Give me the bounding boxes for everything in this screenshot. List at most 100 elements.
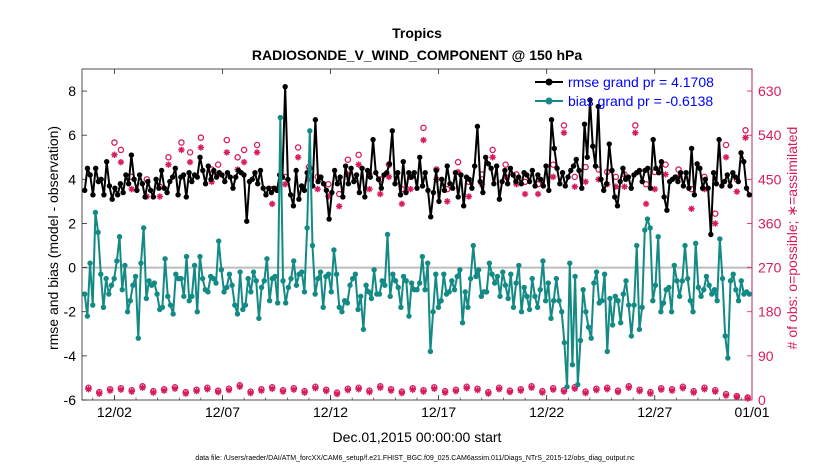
obs-assimilated-marker (366, 185, 373, 193)
bias-point (550, 298, 557, 304)
rmse-point (513, 178, 519, 185)
rmse-point (128, 152, 135, 158)
bias-point (516, 262, 522, 269)
rmse-point (474, 123, 481, 130)
star-stroke (355, 161, 362, 168)
star-stroke (161, 387, 167, 394)
obs-assimilated-marker (294, 154, 302, 161)
bias-point (291, 258, 297, 264)
rmse-point (452, 170, 459, 176)
rmse-point (200, 167, 206, 174)
obs-assimilated-marker (355, 386, 362, 393)
rmse-point (205, 163, 211, 169)
rmse-point (117, 181, 124, 187)
obs-assimilated-marker (632, 129, 639, 136)
obs-assimilated-marker (539, 389, 546, 396)
bias-point (248, 289, 254, 295)
bias-point (224, 284, 230, 291)
bias-point (173, 271, 179, 277)
bias-point (122, 262, 128, 269)
rmse-point (741, 158, 747, 165)
bias-point (545, 280, 552, 286)
obs-possible-marker (502, 161, 509, 168)
rmse-point (480, 189, 486, 196)
obs-assimilated-marker (465, 193, 473, 200)
obs-assimilated-marker (722, 154, 730, 161)
obs-assimilated-marker (387, 387, 395, 394)
y-right-tick-label: 450 (758, 171, 782, 187)
rmse-point (353, 172, 360, 178)
bias-point (285, 284, 292, 291)
star-stroke (723, 154, 729, 161)
rmse-point (403, 189, 409, 196)
bias-point (722, 333, 728, 339)
bias-point (462, 289, 468, 295)
bias-point (620, 291, 627, 297)
rmse-point (123, 172, 129, 178)
rmse-point (233, 174, 239, 180)
star-stroke (561, 388, 567, 395)
obs-possible-marker (186, 149, 194, 156)
rmse-point (612, 194, 618, 200)
bias-point (312, 291, 318, 297)
bias-point (95, 229, 101, 235)
bias-point (264, 256, 270, 262)
rmse-point (554, 165, 560, 171)
bias-point (451, 286, 458, 293)
rmse-point (499, 178, 505, 185)
obs-possible-marker (234, 154, 241, 161)
rmse-point (543, 163, 549, 169)
rmse-point (386, 161, 393, 167)
star-stroke (312, 385, 319, 391)
obs-possible-marker (662, 161, 669, 168)
star-stroke (165, 161, 172, 168)
star-stroke (150, 389, 157, 396)
star-stroke (550, 174, 556, 180)
y-tick-label: -6 (64, 392, 77, 408)
star-stroke (187, 159, 193, 165)
rmse-point (362, 194, 368, 200)
star-stroke (377, 191, 383, 197)
star-stroke (604, 386, 610, 392)
star-stroke (85, 386, 92, 392)
star-stroke (226, 387, 232, 393)
legend-swatch-marker (545, 97, 553, 105)
rmse-point (419, 183, 426, 189)
rmse-point (213, 174, 220, 180)
rmse-point (441, 187, 448, 194)
y-tick-label: 6 (68, 127, 76, 143)
bias-point (709, 291, 715, 297)
star-stroke (742, 134, 749, 141)
bias-point (189, 293, 195, 299)
rmse-point (730, 170, 736, 176)
rmse-point (466, 176, 472, 183)
obs-assimilated-marker (117, 158, 125, 166)
rmse-point (606, 141, 612, 147)
rmse-point (103, 158, 110, 165)
rmse-point (661, 194, 667, 200)
bias-point (197, 253, 203, 260)
obs-assimilated-marker (150, 389, 157, 396)
rmse-point (384, 170, 390, 176)
rmse-point (290, 203, 297, 209)
star-stroke (582, 179, 589, 185)
rmse-point (114, 192, 121, 198)
star-stroke (690, 389, 697, 396)
rmse-point (293, 167, 299, 174)
bias-point (414, 286, 420, 293)
bias-point (561, 339, 568, 346)
bias-point (154, 291, 160, 297)
bias-point (240, 306, 246, 313)
bias-point (237, 269, 243, 275)
star-stroke (193, 388, 200, 394)
bias-point (92, 209, 99, 216)
bias-point (636, 326, 643, 333)
bias-point (422, 286, 428, 293)
bias-point (492, 280, 498, 286)
rmse-point (392, 181, 398, 187)
bias-point (205, 289, 211, 295)
rmse-point (504, 181, 511, 187)
obs-assimilated-marker (452, 387, 460, 395)
bias-point (384, 231, 391, 238)
obs-assimilated-marker (253, 149, 261, 156)
